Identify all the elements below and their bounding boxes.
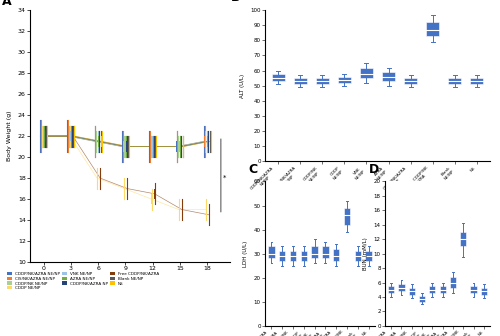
- Bar: [450, 277, 456, 288]
- Text: D: D: [369, 163, 380, 176]
- Bar: [300, 251, 307, 261]
- Bar: [333, 249, 340, 261]
- Bar: [268, 247, 274, 258]
- Legend: CDDP/NK/AZRA NE/NP, CIS/NK/AZRA NE/NP, CDDP/NK NE/NP, CDDP NE/NP, VNK NE/NP, AZR: CDDP/NK/AZRA NE/NP, CIS/NK/AZRA NE/NP, C…: [6, 272, 160, 291]
- Bar: [480, 288, 487, 295]
- Text: C: C: [248, 163, 258, 176]
- Bar: [344, 208, 350, 225]
- Bar: [360, 68, 373, 78]
- Bar: [440, 286, 446, 293]
- Bar: [290, 251, 296, 261]
- Bar: [430, 286, 436, 293]
- Y-axis label: LDH (U/L): LDH (U/L): [244, 241, 248, 267]
- Bar: [419, 296, 425, 302]
- Bar: [312, 247, 318, 258]
- Y-axis label: BUN (mM/L): BUN (mM/L): [364, 237, 368, 270]
- Text: B: B: [231, 0, 241, 4]
- Bar: [448, 78, 462, 84]
- Bar: [404, 78, 417, 84]
- Bar: [279, 251, 285, 261]
- Bar: [470, 286, 476, 293]
- Bar: [272, 74, 285, 81]
- Bar: [338, 77, 351, 83]
- Bar: [460, 232, 466, 247]
- Bar: [354, 251, 361, 261]
- Bar: [294, 78, 307, 84]
- Bar: [366, 251, 372, 261]
- Bar: [316, 78, 329, 84]
- Bar: [470, 78, 484, 84]
- Bar: [426, 22, 440, 36]
- Bar: [398, 284, 404, 291]
- Bar: [408, 288, 415, 295]
- Bar: [382, 72, 395, 81]
- Text: A: A: [2, 0, 12, 8]
- Text: *: *: [222, 175, 226, 181]
- Bar: [388, 286, 394, 293]
- Bar: [322, 247, 328, 258]
- Y-axis label: Body Weight (g): Body Weight (g): [8, 111, 12, 161]
- Y-axis label: ALT (U/L): ALT (U/L): [240, 74, 245, 98]
